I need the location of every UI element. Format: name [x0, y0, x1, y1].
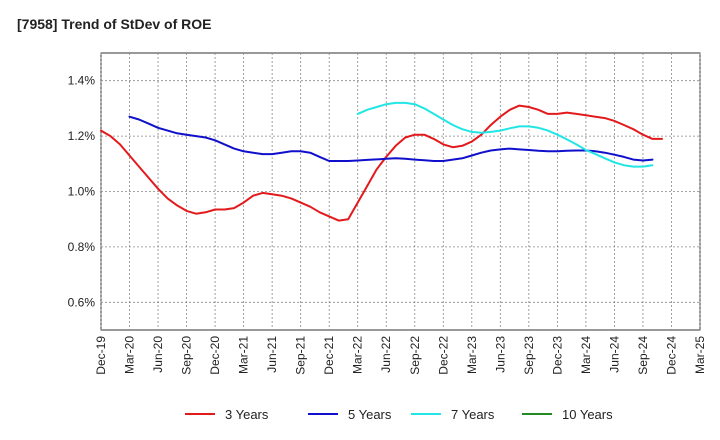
legend-label-7-years: 7 Years	[451, 407, 495, 422]
x-tick-label: Sep-22	[408, 336, 422, 375]
x-tick-label: Mar-25	[693, 336, 707, 374]
x-tick-label: Sep-24	[636, 336, 650, 375]
plot-area	[100, 52, 701, 331]
chart-title: [7958] Trend of StDev of ROE	[17, 16, 211, 32]
x-tick-label: Sep-21	[294, 336, 308, 375]
x-tick-label: Dec-20	[208, 336, 222, 375]
x-tick-label: Dec-22	[436, 336, 450, 375]
series-line-3-years	[100, 104, 663, 222]
y-tick-label: 1.2%	[68, 129, 96, 143]
x-tick-label: Jun-20	[151, 336, 165, 373]
legend: 3 Years 5 Years 7 Years 10 Years	[185, 407, 613, 422]
x-tick-label: Jun-24	[607, 336, 621, 373]
y-tick-label: 1.0%	[68, 185, 96, 199]
y-tick-label: 1.4%	[68, 74, 96, 88]
x-tick-label: Jun-23	[493, 336, 507, 373]
series-line-7-years	[356, 101, 654, 168]
x-tick-label: Jun-22	[379, 336, 393, 373]
x-tick-label: Mar-20	[123, 336, 137, 374]
x-tick-label: Jun-21	[265, 336, 279, 373]
y-tick-label: 0.8%	[68, 240, 96, 254]
x-tick-label: Mar-24	[579, 336, 593, 374]
legend-label-10-years: 10 Years	[562, 407, 613, 422]
legend-label-3-years: 3 Years	[225, 407, 269, 422]
y-tick-label: 0.6%	[68, 295, 96, 309]
legend-label-5-years: 5 Years	[348, 407, 392, 422]
x-tick-label: Dec-23	[550, 336, 564, 375]
x-tick-label: Mar-22	[351, 336, 365, 374]
series-lines	[100, 101, 663, 222]
x-axis-ticks: Dec-19 Mar-20 Jun-20 Sep-20 Dec-20 Mar-21 Jun-…	[94, 336, 707, 375]
series-line-5-years	[128, 115, 654, 162]
y-axis-ticks: 0.6% 0.8% 1.0% 1.2% 1.4%	[68, 74, 96, 310]
x-tick-label: Dec-24	[664, 336, 678, 375]
x-tick-label: Sep-23	[522, 336, 536, 375]
x-tick-label: Sep-20	[180, 336, 194, 375]
x-tick-label: Dec-21	[322, 336, 336, 375]
x-tick-label: Mar-23	[465, 336, 479, 374]
plot-frame	[100, 52, 701, 331]
x-tick-label: Mar-21	[237, 336, 251, 374]
x-tick-label: Dec-19	[94, 336, 108, 375]
